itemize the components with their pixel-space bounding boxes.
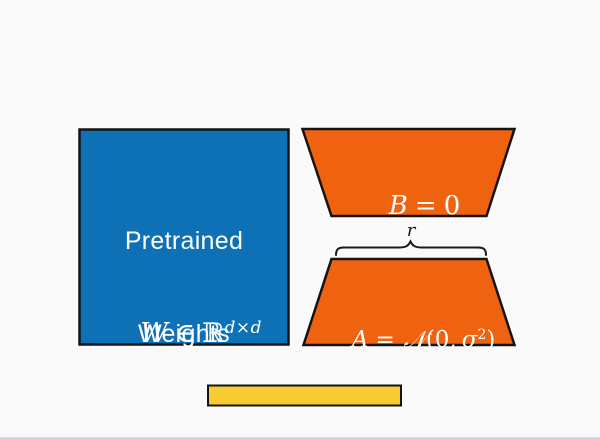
rank-label: r <box>406 220 416 241</box>
pretrained-title-line1: Pretrained <box>124 227 244 255</box>
matrix-a-variable: A <box>351 327 369 353</box>
matrix-b-label: B = 0 <box>302 155 514 257</box>
matrix-a-trapezoid <box>301 257 517 347</box>
sigma-exponent: 2 <box>477 327 487 343</box>
matrix-b-equals: = <box>414 191 437 221</box>
pretrained-weights-title: Pretrained Weights <box>80 164 288 412</box>
pretrained-weights-formula: W ∈ ℝd×d <box>80 271 288 349</box>
rank-brace <box>335 239 487 256</box>
matrix-b-value: 0 <box>443 191 461 221</box>
dimension-superscript: d×d <box>224 318 263 338</box>
sigma-symbol: σ <box>461 327 478 353</box>
matrix-b-trapezoid <box>300 127 517 218</box>
pretrained-title-line2: Weights <box>138 320 230 348</box>
output-bar <box>207 384 402 407</box>
real-numbers-symbol: ℝ <box>202 318 225 349</box>
matrix-a-args-close: ) <box>486 327 496 353</box>
normal-distribution-symbol: 𝒩 <box>403 327 426 353</box>
matrix-a-label: A = 𝒩(0, σ2) <box>303 284 515 391</box>
bottom-edge-line <box>0 437 600 439</box>
formula-variable-w: W <box>140 318 169 349</box>
matrix-a-args-open: (0, <box>425 327 457 353</box>
pretrained-weights-square <box>78 128 290 346</box>
matrix-b-variable: B <box>388 191 408 221</box>
matrix-a-equals: = <box>375 327 395 353</box>
element-of-symbol: ∈ <box>175 318 196 349</box>
